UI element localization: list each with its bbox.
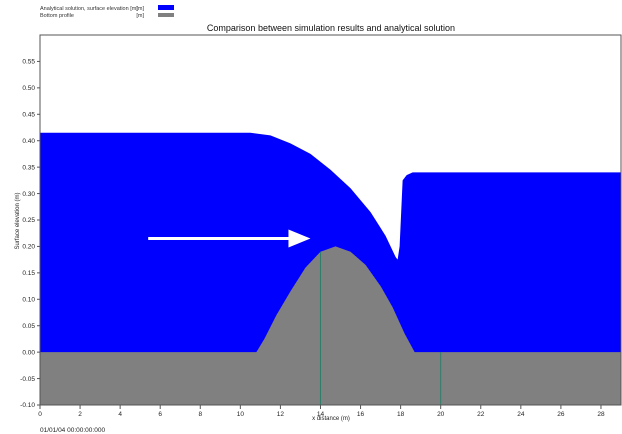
legend-swatch-bottom <box>158 13 174 17</box>
bottom-profile-area <box>40 246 621 405</box>
legend-unit-surface: [m] <box>136 6 144 12</box>
x-tick-label: 24 <box>517 411 525 418</box>
legend-label-bottom: Bottom profile <box>40 13 74 19</box>
x-tick-label: 8 <box>198 411 202 418</box>
y-tick-label: 0.25 <box>22 217 35 224</box>
x-tick-label: 2 <box>78 411 82 418</box>
legend-label-surface: Analytical solution, surface elevation [… <box>40 6 138 12</box>
y-tick-label: 0.15 <box>22 270 35 277</box>
flow-arrow-head <box>288 229 311 248</box>
y-tick-label: 0.10 <box>22 296 35 303</box>
x-tick-label: 14 <box>317 411 325 418</box>
chart-title: Comparison between simulation results an… <box>207 23 455 33</box>
x-axis: 0 2 4 6 8 10 12 14 16 18 20 22 24 26 28 <box>38 405 605 418</box>
x-tick-label: 0 <box>38 411 42 418</box>
x-tick-label: 16 <box>357 411 365 418</box>
legend-swatch-surface <box>158 5 174 10</box>
y-tick-label: 0.40 <box>22 138 35 145</box>
x-tick-label: 20 <box>437 411 445 418</box>
y-tick-label: 0.20 <box>22 244 35 251</box>
x-tick-label: 28 <box>597 411 605 418</box>
y-tick-label: 0.55 <box>22 59 35 66</box>
x-tick-label: 22 <box>477 411 485 418</box>
y-axis-label: Surface elevation (m) <box>15 192 21 249</box>
y-tick-label: 0.00 <box>22 349 35 356</box>
y-tick-label: 0.30 <box>22 191 35 198</box>
x-tick-label: 6 <box>158 411 162 418</box>
x-tick-label: 4 <box>118 411 122 418</box>
x-tick-label: 26 <box>557 411 565 418</box>
legend: Analytical solution, surface elevation [… <box>40 5 174 19</box>
x-tick-label: 10 <box>237 411 245 418</box>
y-tick-label: 0.50 <box>22 85 35 92</box>
y-tick-label: -0.05 <box>20 376 35 383</box>
x-tick-label: 18 <box>397 411 405 418</box>
legend-unit-bottom: [m] <box>136 13 144 19</box>
plot-area <box>39 34 622 406</box>
y-axis: -0.10 -0.05 0.00 0.05 0.10 0.15 0.20 0.25 0.30 0.… <box>20 59 40 409</box>
timestamp: 01/01/04 00:00:00:000 <box>40 427 105 434</box>
y-tick-label: 0.45 <box>22 111 35 118</box>
x-axis-label: x distance (m) <box>312 416 350 422</box>
x-tick-label: 12 <box>277 411 285 418</box>
y-tick-label: 0.35 <box>22 164 35 171</box>
y-tick-label: -0.10 <box>20 402 35 409</box>
y-tick-label: 0.05 <box>22 323 35 330</box>
